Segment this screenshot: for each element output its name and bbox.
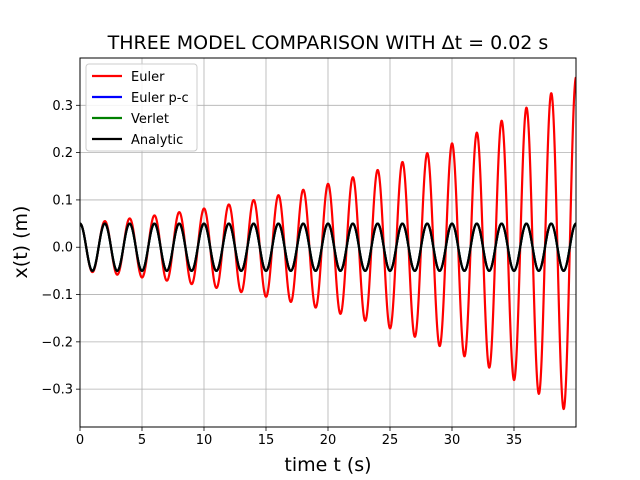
y-axis-ticks: −0.3 −0.2 −0.1 0.0 0.1 0.2 0.3 <box>41 99 80 398</box>
legend-label: Analytic <box>131 133 183 148</box>
y-tick-label: −0.3 <box>41 383 73 398</box>
chart-title: THREE MODEL COMPARISON WITH Δt = 0.02 s <box>107 32 549 54</box>
legend: Euler Euler p-c Verlet Analytic <box>85 63 198 152</box>
y-tick-label: 0.3 <box>52 99 73 114</box>
y-axis-label: x(t) (m) <box>10 206 32 279</box>
x-axis-ticks: 0 5 10 15 20 25 30 35 <box>76 427 522 448</box>
legend-label: Euler <box>131 70 165 85</box>
legend-box <box>85 63 198 152</box>
legend-label: Euler p-c <box>131 91 189 106</box>
y-tick-label: −0.1 <box>41 288 73 303</box>
y-tick-label: 0.1 <box>52 193 73 208</box>
x-tick-label: 5 <box>138 433 146 448</box>
x-tick-label: 35 <box>506 433 523 448</box>
x-axis-label: time t (s) <box>284 454 371 476</box>
x-tick-label: 25 <box>382 433 399 448</box>
legend-label: Verlet <box>131 112 169 127</box>
y-tick-label: −0.2 <box>41 335 73 350</box>
x-tick-label: 10 <box>196 433 213 448</box>
grid <box>79 58 576 427</box>
x-tick-label: 15 <box>258 433 275 448</box>
y-tick-label: 0.0 <box>52 241 73 256</box>
series-line-analytic <box>80 222 576 272</box>
series-lines <box>80 76 576 411</box>
y-tick-label: 0.2 <box>52 146 73 161</box>
x-tick-label: 0 <box>76 433 84 448</box>
x-tick-label: 20 <box>320 433 337 448</box>
x-tick-label: 30 <box>444 433 461 448</box>
